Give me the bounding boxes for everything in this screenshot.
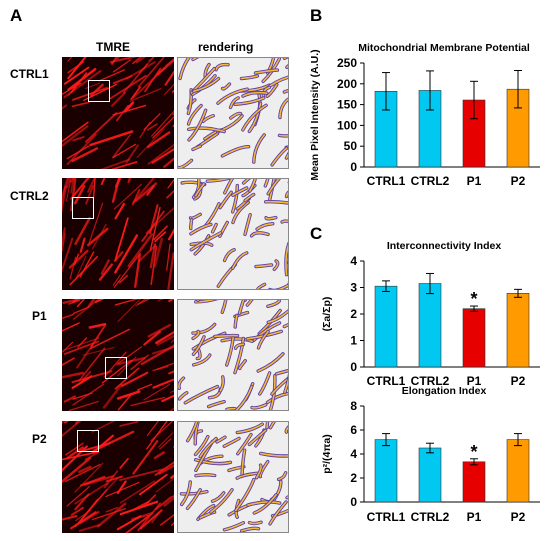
y-tick-label: 0 bbox=[350, 160, 357, 174]
significance-star: * bbox=[470, 442, 477, 462]
category-label-p1: P1 bbox=[467, 510, 482, 524]
bar-ctrl1 bbox=[374, 439, 398, 503]
bar-p1 bbox=[462, 308, 486, 368]
chart-title: Mitochondrial Membrane Potential bbox=[358, 42, 530, 54]
y-tick-label: 1 bbox=[350, 334, 357, 348]
category-label-ctrl2: CTRL2 bbox=[411, 374, 450, 388]
chart-title: Interconnectivity Index bbox=[387, 240, 502, 252]
category-label-p2: P2 bbox=[511, 174, 526, 188]
rendering-image-p2 bbox=[177, 421, 289, 533]
y-axis-label: (Σa/Σp) bbox=[321, 297, 333, 332]
rendering-image-p1 bbox=[177, 299, 289, 411]
tmre-image-ctrl1 bbox=[62, 57, 174, 169]
panel-c-letter: C bbox=[310, 224, 323, 243]
category-label-p1: P1 bbox=[467, 374, 482, 388]
chart-elongation: Elongation Index p²/(4πa) 0 2 4 6 8 CTRL1 CTRL2 *… bbox=[321, 385, 540, 524]
row-label-ctrl1: CTRL1 bbox=[10, 67, 49, 81]
bar-p1 bbox=[462, 461, 486, 503]
roi-box-ctrl1 bbox=[88, 80, 110, 102]
category-label-p1: P1 bbox=[467, 174, 482, 188]
tmre-image-p1 bbox=[62, 299, 174, 411]
y-tick-label: 6 bbox=[350, 423, 357, 437]
bar-ctrl2 bbox=[418, 283, 442, 368]
y-tick-label: 2 bbox=[350, 471, 357, 485]
y-tick-label: 150 bbox=[337, 98, 357, 112]
bar-p2 bbox=[506, 293, 530, 368]
category-label-p2: P2 bbox=[511, 374, 526, 388]
category-label-ctrl1: CTRL1 bbox=[367, 374, 406, 388]
chart-interconnectivity: Interconnectivity Index (Σa/Σp) 0 1 2 3 4 CTRL1… bbox=[321, 240, 540, 388]
row-label-p1: P1 bbox=[32, 309, 47, 323]
bar-p2 bbox=[506, 439, 530, 503]
roi-box-ctrl2 bbox=[72, 197, 94, 219]
chart-title: Elongation Index bbox=[402, 385, 487, 397]
category-label-ctrl1: CTRL1 bbox=[367, 510, 406, 524]
row-label-p2: P2 bbox=[32, 432, 47, 446]
y-tick-label: 4 bbox=[350, 447, 357, 461]
y-axis-label: Mean Pixel Intensity (A.U.) bbox=[309, 49, 321, 180]
significance-star: * bbox=[470, 289, 477, 309]
panel-b-letter: B bbox=[310, 6, 323, 25]
chart-membrane-potential: Mitochondrial Membrane Potential Mean Pix… bbox=[309, 42, 540, 188]
y-tick-label: 2 bbox=[350, 307, 357, 321]
bar-ctrl2 bbox=[418, 447, 442, 503]
column-header-rendering: rendering bbox=[198, 40, 254, 54]
panel-a-letter: A bbox=[10, 6, 23, 25]
tmre-image-ctrl2 bbox=[62, 178, 174, 290]
y-tick-label: 4 bbox=[350, 254, 357, 268]
rendering-image-ctrl1 bbox=[177, 57, 289, 169]
row-label-ctrl2: CTRL2 bbox=[10, 189, 49, 203]
roi-box-p2 bbox=[77, 430, 99, 452]
y-tick-label: 50 bbox=[344, 139, 358, 153]
tmre-image-p2 bbox=[62, 421, 174, 533]
category-label-ctrl1: CTRL1 bbox=[367, 174, 406, 188]
y-tick-label: 250 bbox=[337, 56, 357, 70]
category-label-ctrl2: CTRL2 bbox=[411, 174, 450, 188]
roi-box-p1 bbox=[105, 357, 127, 379]
rendering-image-ctrl2 bbox=[177, 178, 289, 290]
column-header-tmre: TMRE bbox=[96, 40, 130, 54]
y-tick-label: 8 bbox=[350, 399, 357, 413]
y-tick-label: 3 bbox=[350, 281, 357, 295]
category-label-p2: P2 bbox=[511, 510, 526, 524]
y-tick-label: 0 bbox=[350, 495, 357, 509]
y-tick-label: 200 bbox=[337, 77, 357, 91]
y-tick-label: 0 bbox=[350, 360, 357, 374]
category-label-ctrl2: CTRL2 bbox=[411, 510, 450, 524]
bar-ctrl1 bbox=[374, 285, 398, 368]
y-tick-label: 100 bbox=[337, 118, 357, 132]
y-axis-label: p²/(4πa) bbox=[321, 434, 333, 474]
